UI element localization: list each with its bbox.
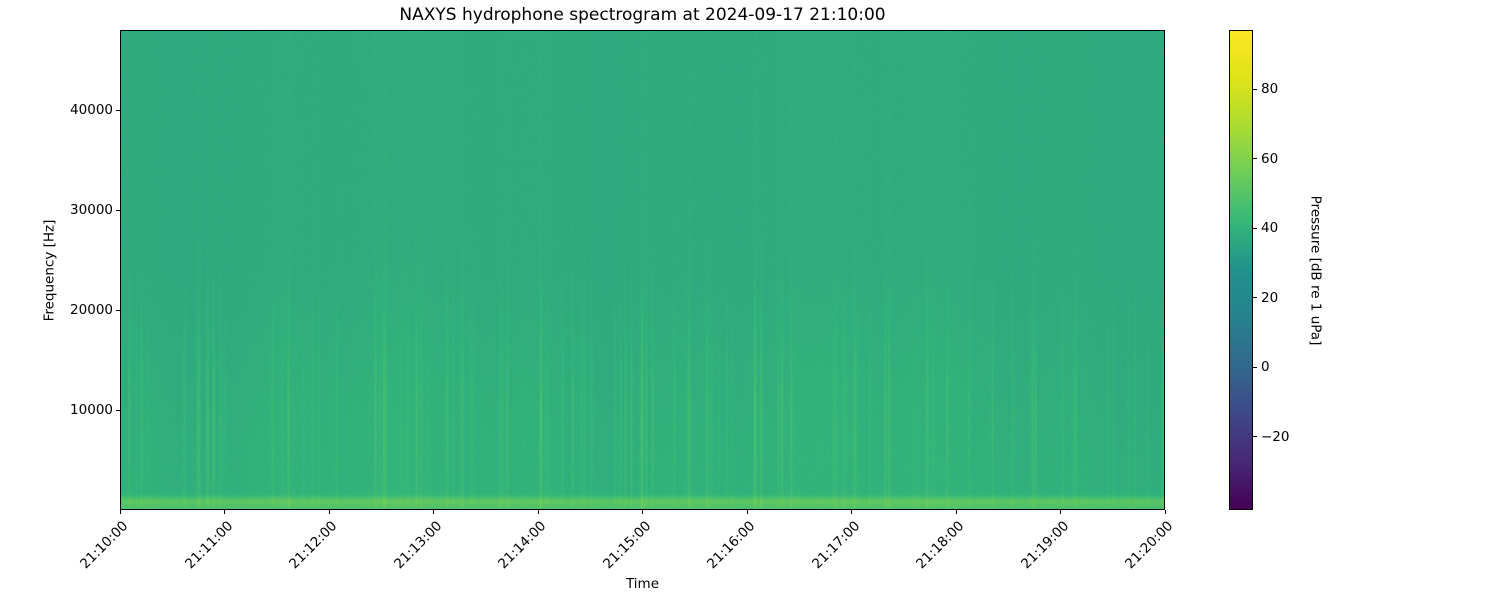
y-tick-mark — [116, 109, 120, 111]
x-tick-mark — [1060, 510, 1061, 514]
colorbar-tick-label: 40 — [1261, 220, 1279, 237]
plot-title: NAXYS hydrophone spectrogram at 2024-09-… — [399, 5, 886, 25]
x-tick-mark — [746, 510, 748, 514]
x-tick-mark — [642, 510, 643, 514]
y-tick-mark — [116, 209, 120, 211]
plot-area — [120, 30, 1165, 510]
colorbar-tick-mark — [1253, 158, 1257, 160]
y-tick-label: 40000 — [70, 102, 113, 118]
colorbar-tick-mark — [1253, 297, 1257, 299]
x-tick-mark — [224, 510, 225, 514]
x-tick-mark — [119, 510, 121, 514]
x-tick-mark — [851, 510, 852, 514]
spectrogram-heatmap — [121, 31, 1164, 509]
colorbar-tick-mark — [1253, 436, 1257, 438]
x-tick-label: 21:10:00 — [77, 518, 132, 573]
x-axis-label: Time — [625, 576, 660, 592]
y-tick-mark — [116, 309, 120, 311]
y-tick-mark — [116, 409, 120, 411]
y-tick-label: 20000 — [70, 302, 113, 318]
colorbar-tick-mark — [1253, 88, 1257, 90]
colorbar-tick-label: −20 — [1261, 428, 1290, 445]
colorbar-tick-label: 80 — [1261, 81, 1279, 98]
y-tick-label: 30000 — [70, 202, 113, 218]
x-tick-mark — [955, 510, 957, 514]
colorbar-gradient — [1230, 31, 1252, 509]
x-tick-mark — [328, 510, 330, 514]
colorbar-label: Pressure [dB re 1 uPa] — [1307, 195, 1324, 346]
colorbar-tick-mark — [1253, 366, 1257, 368]
y-axis-label: Frequency [Hz] — [41, 219, 58, 322]
colorbar-tick-label: 0 — [1261, 359, 1270, 376]
x-tick-mark — [537, 510, 539, 514]
x-tick-mark — [433, 510, 434, 514]
colorbar-tick-mark — [1253, 227, 1257, 229]
x-tick-mark — [1164, 510, 1166, 514]
colorbar-tick-label: 20 — [1261, 289, 1279, 306]
y-tick-label: 10000 — [70, 402, 113, 418]
colorbar-tick-label: 60 — [1261, 150, 1279, 167]
colorbar — [1229, 30, 1253, 510]
